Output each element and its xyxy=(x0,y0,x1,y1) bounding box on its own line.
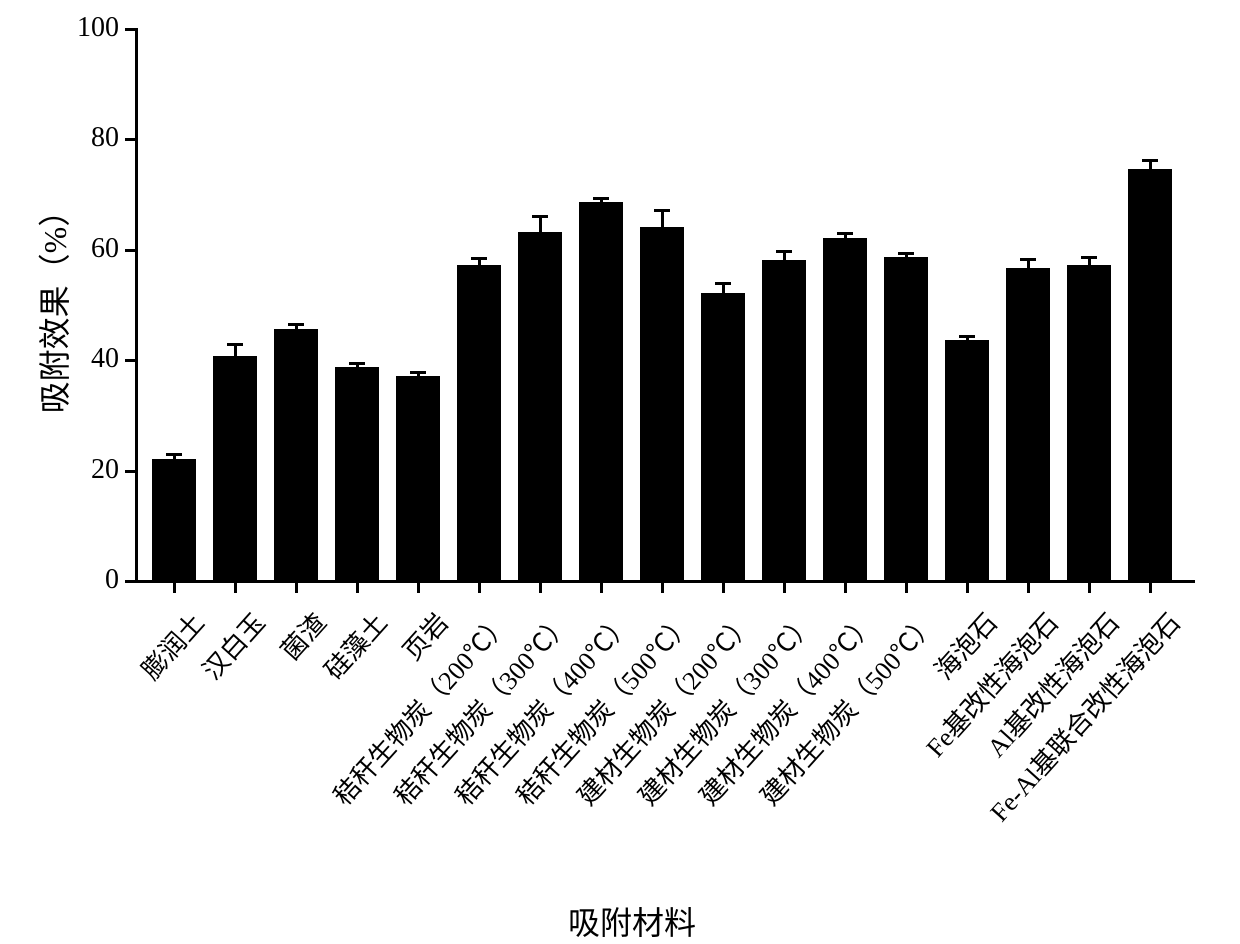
bar xyxy=(701,293,745,580)
x-tick xyxy=(1027,583,1030,593)
y-axis-title: 吸附效果（%） xyxy=(30,195,76,414)
error-bar-cap xyxy=(593,197,609,200)
bar xyxy=(884,257,928,580)
bar-chart: 吸附效果（%） 吸附材料 020406080100膨润土汉白玉菌渣硅藻土页岩秸秆… xyxy=(0,0,1240,944)
error-bar-cap xyxy=(166,453,182,456)
x-tick xyxy=(905,583,908,593)
error-bar-stem xyxy=(539,217,542,232)
error-bar-cap xyxy=(837,232,853,235)
x-tick xyxy=(1088,583,1091,593)
y-tick-label: 80 xyxy=(39,122,119,154)
bar xyxy=(762,260,806,580)
plot-area: 020406080100膨润土汉白玉菌渣硅藻土页岩秸秆生物炭（200℃）秸秆生物… xyxy=(135,28,1195,580)
x-tick xyxy=(356,583,359,593)
x-tick xyxy=(783,583,786,593)
bar xyxy=(152,459,196,580)
error-bar-stem xyxy=(661,210,664,227)
error-bar-cap xyxy=(349,362,365,365)
error-bar-cap xyxy=(288,323,304,326)
x-tick xyxy=(234,583,237,593)
bar xyxy=(213,356,257,580)
y-tick-label: 40 xyxy=(39,343,119,375)
x-tick xyxy=(417,583,420,593)
bar xyxy=(1067,265,1111,580)
error-bar-cap xyxy=(654,209,670,212)
error-bar-cap xyxy=(898,252,914,255)
bar xyxy=(945,340,989,580)
x-tick xyxy=(539,583,542,593)
bar xyxy=(823,238,867,580)
error-bar-cap xyxy=(532,215,548,218)
error-bar-cap xyxy=(776,250,792,253)
x-tick xyxy=(1149,583,1152,593)
error-bar-cap xyxy=(1020,258,1036,261)
bar xyxy=(1128,169,1172,580)
y-tick xyxy=(125,249,135,252)
y-tick xyxy=(125,470,135,473)
y-tick-label: 100 xyxy=(39,12,119,44)
y-tick-label: 20 xyxy=(39,454,119,486)
x-tick xyxy=(966,583,969,593)
error-bar-cap xyxy=(1142,159,1158,162)
bar xyxy=(640,227,684,580)
bar xyxy=(396,376,440,580)
bar xyxy=(457,265,501,580)
bar xyxy=(1006,268,1050,580)
bar xyxy=(518,232,562,580)
error-bar-cap xyxy=(959,335,975,338)
x-tick xyxy=(478,583,481,593)
y-tick xyxy=(125,28,135,31)
x-tick xyxy=(722,583,725,593)
bar xyxy=(335,367,379,580)
y-tick xyxy=(125,580,135,583)
error-bar-cap xyxy=(410,371,426,374)
y-tick xyxy=(125,138,135,141)
error-bar-cap xyxy=(715,282,731,285)
x-tick xyxy=(844,583,847,593)
x-tick xyxy=(173,583,176,593)
error-bar-cap xyxy=(1081,256,1097,259)
error-bar-stem xyxy=(234,344,237,356)
y-tick-label: 0 xyxy=(39,564,119,596)
y-tick-label: 60 xyxy=(39,233,119,265)
y-tick xyxy=(125,359,135,362)
bar xyxy=(274,329,318,580)
error-bar-cap xyxy=(471,257,487,260)
x-tick xyxy=(295,583,298,593)
error-bar-cap xyxy=(227,343,243,346)
y-axis-line xyxy=(135,28,138,583)
x-axis-title: 吸附材料 xyxy=(568,898,696,944)
x-tick xyxy=(600,583,603,593)
bar xyxy=(579,202,623,580)
x-tick xyxy=(661,583,664,593)
